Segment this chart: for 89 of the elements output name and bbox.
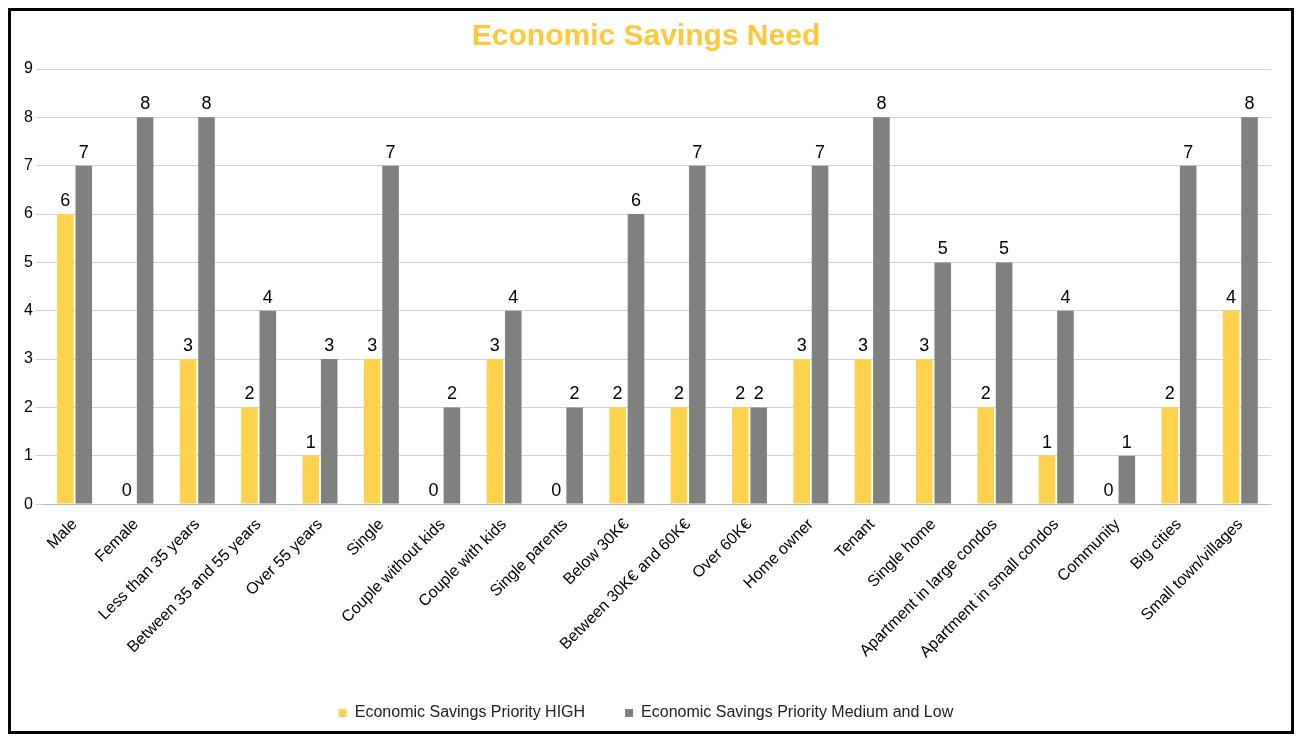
data-label: 2: [980, 383, 991, 404]
data-label: 0: [1103, 480, 1114, 501]
bar: [1038, 455, 1056, 504]
bar: [1241, 117, 1258, 504]
y-tick-label: 8: [23, 107, 33, 125]
bar: [504, 310, 522, 504]
y-tick-label: 2: [23, 397, 33, 415]
legend-label: Economic Savings Priority Medium and Low: [641, 703, 954, 721]
bar: [443, 407, 461, 504]
bar: [302, 455, 320, 504]
data-label: 3: [796, 335, 807, 356]
bar: [732, 407, 749, 504]
data-label: 1: [1042, 431, 1053, 452]
data-label: 4: [1060, 286, 1071, 307]
data-label: 7: [1183, 141, 1194, 162]
y-tick-label: 4: [23, 301, 33, 319]
bar: [854, 359, 872, 504]
data-label: 0: [121, 480, 132, 501]
data-label: 0: [551, 480, 562, 501]
bar: [793, 359, 810, 504]
bar: [75, 165, 93, 504]
chart-title: Economic Savings Need: [471, 18, 821, 52]
data-label: 8: [140, 93, 151, 114]
data-label: 7: [385, 141, 396, 162]
bar: [57, 214, 74, 504]
data-label: 1: [305, 431, 316, 452]
data-label: 7: [692, 141, 703, 162]
data-label: 2: [612, 383, 623, 404]
data-label: 3: [489, 335, 500, 356]
data-label: 2: [446, 383, 457, 404]
bar: [566, 407, 583, 504]
data-label: 3: [857, 335, 868, 356]
data-label: 7: [78, 141, 89, 162]
data-label: 6: [630, 190, 641, 211]
bar: [609, 407, 626, 504]
data-label: 4: [1226, 286, 1237, 307]
data-label: 5: [999, 238, 1010, 259]
data-label: 2: [735, 383, 746, 404]
bar: [320, 359, 338, 504]
data-label: 3: [324, 335, 335, 356]
data-label: 2: [569, 383, 580, 404]
bar: [259, 310, 277, 504]
data-label: 7: [815, 141, 826, 162]
y-tick-label: 5: [23, 252, 33, 270]
data-label: 8: [876, 93, 887, 114]
bar: [977, 407, 994, 504]
y-tick-label: 9: [23, 59, 33, 77]
bar: [241, 407, 258, 504]
bar: [1179, 165, 1197, 504]
data-label: 6: [60, 190, 71, 211]
bar: [382, 165, 399, 504]
bar: [873, 117, 890, 504]
bar: [486, 359, 504, 504]
data-label: 1: [1121, 431, 1132, 452]
data-label: 3: [919, 335, 930, 356]
legend-label: Economic Savings Priority HIGH: [354, 703, 586, 721]
bar: [750, 407, 767, 504]
data-label: 0: [428, 480, 439, 501]
data-label: 2: [753, 383, 764, 404]
bar: [916, 359, 933, 504]
y-tick-label: 1: [23, 446, 33, 464]
bar: [198, 117, 215, 504]
bar: [1057, 310, 1074, 504]
bar: [1118, 455, 1136, 504]
data-label: 2: [1164, 383, 1175, 404]
bar: [934, 262, 952, 504]
data-label: 8: [1244, 93, 1255, 114]
y-tick-label: 7: [23, 156, 33, 174]
bar: [1161, 407, 1179, 504]
bar: [811, 165, 829, 504]
data-label: 5: [937, 238, 948, 259]
bar: [179, 359, 197, 504]
bar: [363, 359, 381, 504]
data-label: 2: [244, 383, 255, 404]
data-label: 4: [262, 286, 273, 307]
y-tick-label: 0: [23, 494, 33, 512]
data-label: 4: [508, 286, 519, 307]
y-tick-label: 3: [23, 349, 33, 367]
bar: [689, 165, 706, 504]
bar: [627, 214, 645, 504]
bar: [1222, 310, 1240, 504]
bar: [995, 262, 1013, 504]
bar: [136, 117, 154, 504]
data-label: 3: [367, 335, 378, 356]
data-label: 8: [201, 93, 212, 114]
data-label: 2: [673, 383, 684, 404]
bar: [670, 407, 688, 504]
data-label: 3: [183, 335, 194, 356]
y-tick-label: 6: [23, 204, 33, 222]
